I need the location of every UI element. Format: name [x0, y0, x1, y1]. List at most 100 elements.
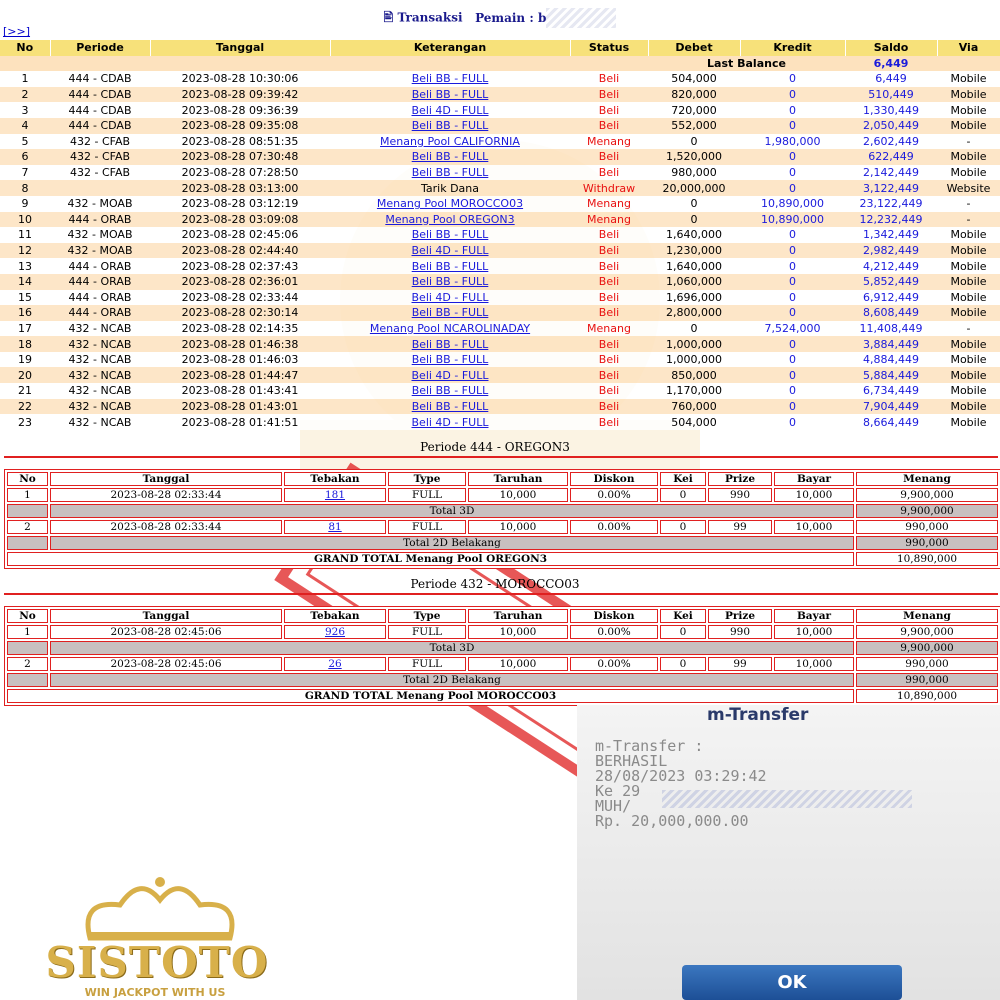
ok-button[interactable]: OK — [682, 965, 902, 1000]
guess-link[interactable]: 81 — [328, 521, 342, 533]
cell: 926 — [284, 625, 386, 639]
description-link[interactable]: Beli BB - FULL — [411, 228, 489, 242]
transaction-row: 5 432 - CFAB 2023-08-28 08:51:35 Menang Poo… — [0, 133, 1000, 150]
status: Menang — [570, 195, 648, 212]
status: Beli — [570, 289, 648, 306]
description-link[interactable]: Beli BB - FULL — [411, 337, 489, 351]
periode: 432 - NCAB — [50, 383, 150, 399]
no: 10 — [0, 211, 50, 228]
description-link[interactable]: Beli BB - FULL — [411, 72, 489, 86]
description-link[interactable]: Beli BB - FULL — [411, 166, 489, 180]
description-link[interactable]: Beli 4D - FULL — [411, 103, 489, 117]
via: Mobile — [937, 336, 1000, 352]
receipt-line: 28/08/2023 03:29:42 — [595, 767, 767, 785]
column-header: Tebakan — [284, 609, 386, 623]
cell: 10,000 — [774, 488, 854, 502]
redacted — [546, 8, 617, 28]
column-header: Kei — [660, 472, 706, 486]
cell: 2023-08-28 02:33:44 — [50, 520, 282, 534]
description-link[interactable]: Beli 4D - FULL — [411, 368, 489, 382]
guess-link[interactable]: 926 — [324, 626, 346, 638]
column-header: Tanggal — [50, 472, 282, 486]
cell: 0 — [660, 625, 706, 639]
cell: 2023-08-28 02:33:44 — [50, 488, 282, 502]
transaction-row: 10 444 - ORAB 2023-08-28 03:09:08 Menang Po… — [0, 211, 1000, 228]
date: 2023-08-28 10:30:06 — [150, 71, 330, 87]
cell: Beli BB - FULL — [330, 273, 570, 290]
periode: 444 - ORAB — [50, 273, 150, 290]
cell: Menang Pool CALIFORNIA — [330, 133, 570, 150]
credit: 10,890,000 — [740, 195, 845, 212]
status: Beli — [570, 242, 648, 259]
credit: 10,890,000 — [740, 211, 845, 228]
description-link[interactable]: Menang Pool CALIFORNIA — [380, 134, 520, 148]
last-balance-label: Last Balance — [648, 55, 845, 72]
debit: 0 — [648, 195, 740, 212]
transactions-table: No Periode Tanggal Keterangan Status Debet Kre… — [0, 40, 1000, 430]
guess-link[interactable]: 181 — [324, 489, 346, 501]
cell: 10,000 — [774, 520, 854, 534]
description-link[interactable]: Beli BB - FULL — [411, 306, 489, 320]
cell: 2023-08-28 02:45:06 — [50, 625, 282, 639]
balance: 3,884,449 — [845, 336, 937, 352]
status: Beli — [570, 305, 648, 321]
column-header: Taruhan — [468, 609, 568, 623]
debit: 20,000,000 — [648, 180, 740, 196]
cell — [7, 504, 48, 518]
via: Mobile — [937, 227, 1000, 243]
nav-link[interactable]: [>>] — [3, 25, 31, 38]
transaction-row: 4 444 - CDAB 2023-08-28 09:35:08 Beli BB - … — [0, 117, 1000, 134]
receipt-line: m-Transfer : — [595, 737, 704, 755]
description-link[interactable]: Beli 4D - FULL — [411, 290, 489, 304]
cell: Beli BB - FULL — [330, 336, 570, 352]
description-link[interactable]: Menang Pool NCAROLINADAY — [369, 321, 531, 335]
description-link[interactable]: Beli BB - FULL — [411, 259, 489, 273]
transaction-row: 23 432 - NCAB 2023-08-28 01:41:51 Beli 4D -… — [0, 414, 1000, 430]
no: 18 — [0, 336, 50, 352]
no: 5 — [0, 133, 50, 150]
date: 2023-08-28 01:43:41 — [150, 383, 330, 399]
status: Menang — [570, 320, 648, 337]
description-link[interactable]: Beli BB - FULL — [411, 275, 489, 289]
total-label: Total 2D Belakang — [50, 673, 854, 687]
header-row: No Tanggal Tebakan Type Taruhan Diskon Kei Priz… — [7, 472, 998, 486]
via: Mobile — [937, 367, 1000, 384]
cell: Beli 4D - FULL — [330, 289, 570, 306]
status: Beli — [570, 164, 648, 181]
detail-table: No Tanggal Tebakan Type Taruhan Diskon Kei Priz… — [4, 606, 1000, 706]
status: Beli — [570, 414, 648, 430]
no: 7 — [0, 164, 50, 181]
cell: Beli BB - FULL — [330, 149, 570, 165]
via: Mobile — [937, 289, 1000, 306]
description-link[interactable]: Beli 4D - FULL — [411, 244, 489, 258]
description-link[interactable]: Menang Pool MOROCCO03 — [376, 197, 524, 211]
periode: 444 - CDAB — [50, 117, 150, 134]
no: 9 — [0, 195, 50, 212]
credit: 0 — [740, 242, 845, 259]
debit: 850,000 — [648, 367, 740, 384]
date: 2023-08-28 01:46:03 — [150, 351, 330, 368]
status: Beli — [570, 86, 648, 103]
guess-link[interactable]: 26 — [328, 658, 342, 670]
description-link[interactable]: Menang Pool OREGON3 — [385, 212, 515, 226]
date: 2023-08-28 02:36:01 — [150, 273, 330, 290]
description-link[interactable]: Beli BB - FULL — [411, 150, 489, 164]
description-link[interactable]: Beli 4D - FULL — [411, 415, 489, 429]
status: Beli — [570, 117, 648, 134]
description-link[interactable]: Beli BB - FULL — [411, 353, 489, 367]
date: 2023-08-28 07:30:48 — [150, 149, 330, 165]
cell: 10,000 — [468, 520, 568, 534]
description-link[interactable]: Beli BB - FULL — [411, 384, 489, 398]
description-link[interactable]: Beli BB - FULL — [411, 399, 489, 413]
credit: 0 — [740, 351, 845, 368]
cell: 990,000 — [856, 520, 998, 534]
status: Beli — [570, 398, 648, 415]
bet-row: 2 2023-08-28 02:33:44 81 FULL 10,000 0.00% 0 99… — [7, 520, 998, 534]
description-link[interactable]: Beli BB - FULL — [411, 119, 489, 133]
cell: Menang Pool OREGON3 — [330, 211, 570, 228]
no: 22 — [0, 398, 50, 415]
transaction-row: 11 432 - MOAB 2023-08-28 02:45:06 Beli BB -… — [0, 227, 1000, 243]
cell: 0 — [660, 520, 706, 534]
description-link[interactable]: Beli BB - FULL — [411, 88, 489, 102]
